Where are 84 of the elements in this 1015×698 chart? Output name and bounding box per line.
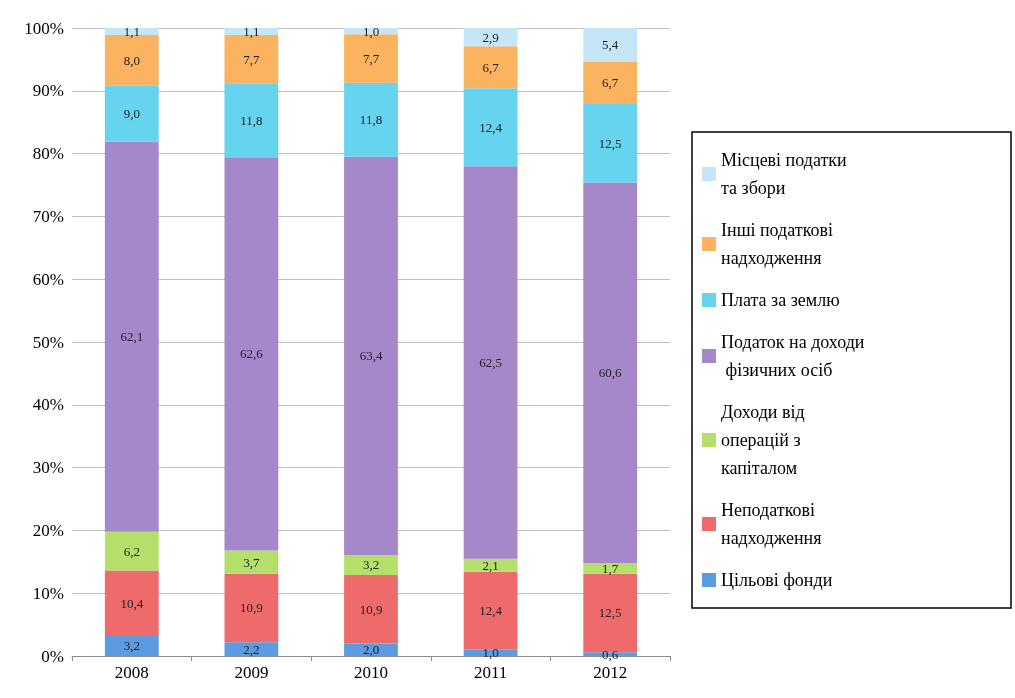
y-tick-label: 20%	[32, 520, 64, 540]
data-label: 10,4	[120, 595, 144, 611]
data-label: 1,1	[123, 23, 140, 39]
bar	[463, 166, 518, 559]
bar	[224, 83, 279, 158]
data-label: 3,2	[362, 557, 380, 573]
data-label: 11,8	[359, 112, 383, 128]
bar	[224, 642, 279, 656]
data-label: 12,5	[598, 605, 622, 621]
bar	[463, 558, 518, 572]
data-label: 2,1	[482, 557, 499, 573]
data-label: 63,4	[359, 348, 383, 364]
bar	[104, 85, 159, 142]
legend-label: Інші податкові надходження	[721, 220, 838, 268]
data-label: 10,9	[240, 600, 263, 616]
data-label: 11,8	[240, 112, 263, 128]
bar	[104, 635, 159, 656]
y-tick-label: 10%	[32, 583, 64, 603]
data-label: 5,4	[602, 37, 619, 53]
bar	[104, 141, 159, 532]
x-tick-label: 2010	[354, 663, 388, 682]
bar	[463, 88, 518, 167]
data-label: 2,2	[243, 641, 260, 657]
y-tick-label: 70%	[32, 206, 64, 226]
data-label: 6,2	[123, 543, 140, 559]
x-tick-label: 2008	[114, 663, 149, 682]
bar	[583, 573, 638, 653]
legend-label: Неподаткові надходження	[721, 500, 822, 548]
bar	[583, 103, 638, 183]
x-tick-label: 2009	[234, 663, 269, 682]
data-label: 12,4	[479, 119, 503, 135]
data-label: 1,7	[602, 560, 619, 576]
data-label: 2,9	[482, 29, 499, 45]
y-tick-label: 0%	[41, 646, 64, 666]
data-label: 2,0	[362, 642, 380, 658]
bar	[224, 157, 279, 551]
data-label: 3,2	[123, 638, 140, 654]
data-label: 1,0	[362, 23, 380, 39]
data-label: 60,6	[598, 365, 623, 381]
y-tick-label: 40%	[32, 395, 64, 415]
legend-label: Цільові фонди	[721, 570, 833, 590]
data-label: 6,7	[482, 59, 500, 75]
bar	[104, 531, 159, 571]
bar	[224, 550, 279, 574]
bar	[583, 61, 638, 104]
bar	[583, 28, 638, 62]
x-tick-label: 2011	[473, 663, 508, 682]
bar	[344, 574, 398, 644]
data-label: 8,0	[123, 52, 140, 68]
legend-label: Плата за землю	[721, 290, 840, 310]
data-label: 1,0	[482, 645, 499, 661]
data-label: 1,1	[243, 23, 260, 39]
y-tick-label: 90%	[32, 81, 64, 101]
data-label: 62,5	[479, 354, 502, 370]
data-label: 62,6	[240, 346, 264, 362]
y-tick-label: 30%	[32, 458, 64, 478]
bar	[344, 643, 398, 656]
bar	[224, 573, 279, 643]
bar	[104, 570, 159, 636]
data-label: 3,7	[243, 554, 261, 570]
data-label: 62,1	[120, 329, 144, 345]
data-label: 7,7	[243, 51, 261, 67]
bar	[463, 28, 518, 47]
bar	[344, 82, 398, 157]
bar	[463, 571, 518, 650]
data-label: 9,0	[123, 105, 140, 121]
x-tick-label: 2012	[593, 663, 628, 682]
bar	[463, 46, 518, 89]
bar	[344, 554, 398, 575]
data-label: 12,5	[598, 135, 622, 151]
bar	[583, 182, 638, 564]
y-tick-label: 100%	[24, 18, 64, 38]
y-tick-label: 60%	[32, 269, 64, 289]
legend-label: Місцеві податки та збори	[721, 150, 852, 198]
data-label: 12,4	[479, 603, 503, 619]
bar	[344, 156, 398, 555]
legend-label: Податок на доходи фізичних осіб	[721, 332, 865, 380]
y-tick-label: 80%	[32, 144, 64, 164]
bar	[583, 563, 638, 574]
y-tick-label: 50%	[32, 332, 64, 352]
data-label: 6,7	[602, 75, 619, 91]
data-label: 10,9	[359, 601, 383, 617]
data-label: 7,7	[362, 50, 380, 66]
legend-label: Доходи від операцій з капіталом	[721, 402, 810, 478]
